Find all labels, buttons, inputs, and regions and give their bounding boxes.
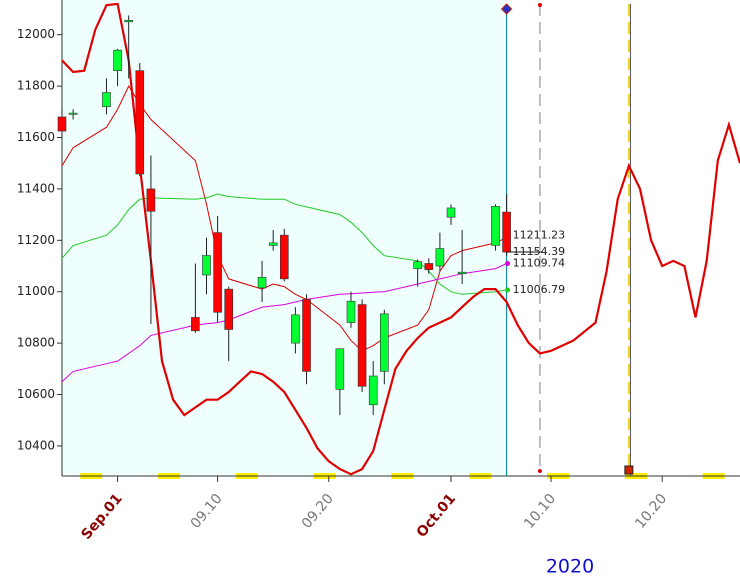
marker-dot [537, 3, 542, 7]
candle-body [113, 49, 122, 71]
candle-body [346, 300, 356, 323]
last-value-label: 11211.23 [513, 228, 566, 241]
x-tick-label: Oct.01 [414, 491, 459, 541]
candle-body [446, 207, 456, 218]
marker-dot [537, 469, 542, 473]
candle-body [491, 206, 500, 246]
candle-body [457, 271, 467, 275]
y-tick-label: 10600 [17, 387, 55, 401]
x-tick-label: 10.10 [521, 491, 559, 532]
candle-body [368, 375, 378, 406]
candle-body [302, 299, 311, 372]
candle-body [68, 112, 78, 115]
last-value-label: 11006.79 [513, 283, 566, 296]
candle-body [279, 234, 289, 280]
candle-body [357, 304, 367, 387]
indicator-line [61, 2, 740, 476]
candle-body [202, 255, 211, 276]
candle-body [102, 92, 111, 107]
x-tick-label: 09.20 [299, 491, 337, 532]
candle-body [191, 317, 200, 332]
y-tick-label: 11000 [17, 284, 55, 298]
candle-body [435, 248, 445, 267]
marker-box [624, 465, 634, 475]
candle-body [146, 188, 156, 212]
y-tick-label: 11400 [17, 181, 55, 195]
last-value-label: 11154.39 [513, 245, 566, 258]
candle-body [224, 288, 234, 330]
candle-body [380, 313, 389, 372]
y-tick-label: 12000 [17, 27, 55, 41]
last-value-dot [505, 261, 511, 267]
candle-body [135, 70, 145, 175]
candle-body [268, 242, 278, 246]
candle-body [424, 263, 434, 270]
candle-body [257, 277, 267, 289]
candle-body [57, 116, 67, 132]
y-tick-label: 11200 [17, 233, 55, 247]
x-tick-label: 10.20 [632, 491, 670, 532]
candle-body [124, 20, 133, 23]
indicator-line [61, 85, 507, 352]
y-tick-label: 10400 [17, 438, 55, 452]
y-tick-label: 10800 [17, 336, 55, 350]
y-tick-label: 11600 [17, 130, 55, 144]
candle-body [335, 348, 345, 390]
x-tick-label: Sep.01 [78, 491, 125, 543]
last-value-label: 11109.74 [513, 257, 566, 270]
candle-body [413, 261, 422, 269]
x-tick-label: 09.10 [188, 491, 226, 532]
last-bar-diamond [500, 3, 513, 15]
candle-body [502, 211, 511, 253]
indicator-line [61, 263, 507, 383]
y-tick-label: 11800 [17, 79, 55, 93]
candle-body [213, 232, 222, 313]
year-label: 2020 [546, 556, 594, 578]
candle-body [291, 314, 300, 344]
last-value-dot [505, 287, 511, 293]
indicator-line [61, 193, 507, 295]
